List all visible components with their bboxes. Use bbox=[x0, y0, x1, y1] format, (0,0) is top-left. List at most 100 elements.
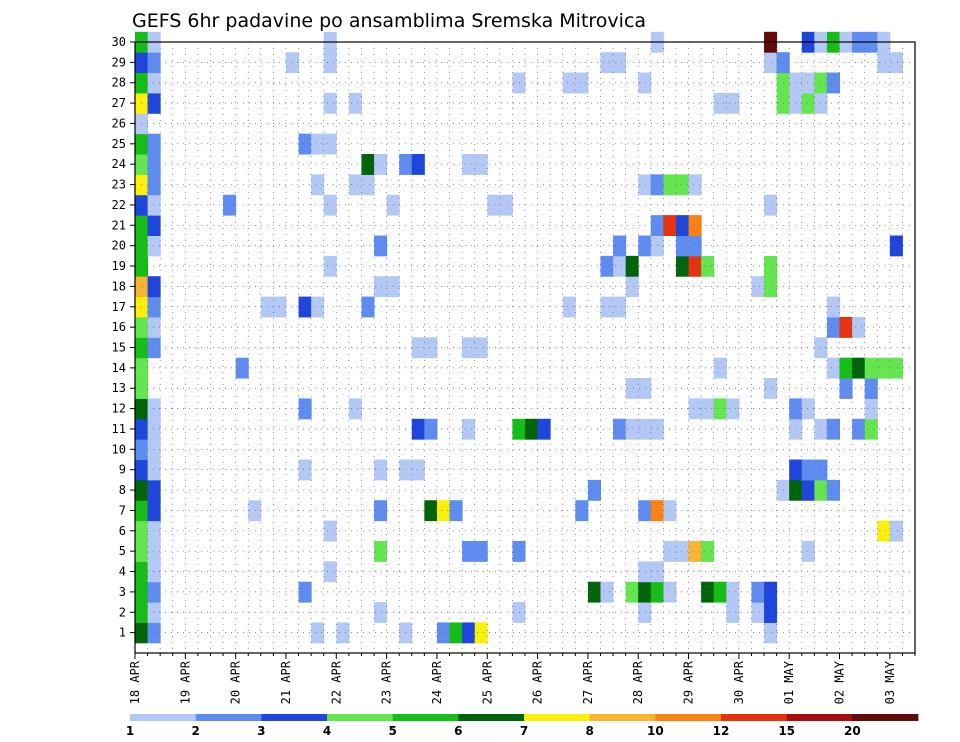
heatmap-cell bbox=[688, 235, 702, 257]
heatmap-cell bbox=[801, 72, 815, 94]
heatmap-cell bbox=[877, 357, 891, 379]
heatmap-cell bbox=[826, 357, 841, 379]
colorbar-swatch bbox=[195, 714, 262, 721]
colorbar-label: 2 bbox=[191, 724, 199, 738]
heatmap-cell bbox=[864, 378, 878, 399]
x-axis-ticks: 18 APR 19 APR 20 APR 21 APR 22 APR 23 APR 24 A… bbox=[128, 653, 916, 704]
heatmap-cell bbox=[801, 540, 815, 562]
heatmap-cell bbox=[248, 500, 262, 522]
colorbar-label: 3 bbox=[257, 724, 265, 738]
heatmap-cell bbox=[826, 479, 841, 501]
heatmap-cell bbox=[474, 337, 488, 359]
heatmap-cell bbox=[600, 581, 614, 603]
colorbar-label: 8 bbox=[585, 724, 593, 738]
heatmap-cell bbox=[889, 52, 903, 74]
heatmap-cell bbox=[600, 296, 614, 318]
y-tick-label: 2 bbox=[119, 605, 126, 619]
heatmap-cell bbox=[147, 154, 161, 175]
y-tick-label: 3 bbox=[119, 585, 126, 599]
heatmap-cell bbox=[839, 378, 853, 399]
heatmap-cell bbox=[688, 398, 702, 420]
heatmap-cell bbox=[285, 52, 300, 74]
heatmap-cell bbox=[298, 459, 312, 481]
heatmap-cell bbox=[638, 561, 652, 583]
heatmap-cell bbox=[814, 479, 828, 501]
colorbar-label: 15 bbox=[778, 724, 795, 738]
heatmap-cell bbox=[298, 296, 312, 318]
heatmap-cell bbox=[625, 255, 639, 277]
x-tick-label: 03 MAY bbox=[883, 660, 897, 704]
heatmap-cell bbox=[814, 337, 828, 359]
heatmap-cell bbox=[374, 540, 388, 562]
y-tick-label: 13 bbox=[112, 381, 126, 395]
heatmap-cell bbox=[449, 622, 463, 644]
y-tick-label: 17 bbox=[112, 300, 126, 314]
heatmap-cell bbox=[713, 92, 727, 114]
y-tick-label: 16 bbox=[112, 320, 126, 334]
heatmap-cell bbox=[613, 52, 627, 74]
heatmap-cell bbox=[764, 255, 778, 277]
colorbar-swatch bbox=[721, 714, 788, 721]
y-tick-label: 5 bbox=[119, 544, 126, 558]
x-tick-label: 18 APR bbox=[128, 660, 142, 704]
heatmap-cell bbox=[889, 235, 903, 257]
heatmap-cell bbox=[814, 92, 828, 114]
heatmap-cell bbox=[348, 398, 362, 420]
heatmap-cell bbox=[764, 276, 778, 298]
colorbar-swatch bbox=[327, 714, 394, 721]
y-tick-label: 24 bbox=[112, 157, 126, 171]
heatmap-cell bbox=[512, 602, 526, 623]
heatmap-cell bbox=[323, 133, 337, 155]
heatmap-cell bbox=[764, 602, 778, 623]
heatmap-cell bbox=[147, 276, 161, 298]
heatmap-cell bbox=[889, 357, 903, 379]
colorbar-swatch bbox=[524, 714, 591, 721]
heatmap-cell bbox=[323, 255, 337, 277]
heatmap-cell bbox=[474, 154, 488, 175]
heatmap-cell bbox=[675, 235, 690, 257]
heatmap-cell bbox=[764, 378, 778, 399]
x-tick-label: 24 APR bbox=[430, 660, 444, 704]
heatmap-cell bbox=[361, 154, 375, 175]
colorbar-label: 10 bbox=[647, 724, 664, 738]
grid-lines bbox=[135, 41, 915, 653]
y-tick-label: 12 bbox=[112, 402, 126, 416]
y-tick-label: 4 bbox=[119, 565, 126, 579]
x-tick-label: 30 APR bbox=[732, 660, 746, 704]
heatmap-cell bbox=[675, 174, 690, 196]
heatmap-cell bbox=[688, 174, 702, 196]
x-tick-label: 01 MAY bbox=[782, 660, 796, 704]
colorbar-swatch bbox=[852, 714, 919, 721]
heatmap-cell bbox=[411, 337, 425, 359]
heatmap-cell bbox=[323, 52, 337, 74]
heatmap-cell bbox=[701, 255, 715, 277]
colorbar-swatch bbox=[392, 714, 459, 721]
heatmap-cell bbox=[864, 418, 878, 440]
y-tick-label: 1 bbox=[119, 626, 126, 640]
heatmap-cell bbox=[638, 378, 652, 399]
heatmap-cell bbox=[147, 581, 161, 603]
heatmap-cell bbox=[499, 194, 513, 216]
heatmap-cell bbox=[587, 581, 601, 603]
heatmap-cell bbox=[323, 92, 337, 114]
heatmap-cell bbox=[311, 622, 325, 644]
heatmap-cell bbox=[361, 174, 375, 196]
heatmap-cell bbox=[462, 418, 476, 440]
heatmap-cell bbox=[374, 500, 388, 522]
heatmap-cell bbox=[374, 235, 388, 257]
heatmap-cell bbox=[424, 418, 438, 440]
heatmap-cell bbox=[726, 92, 740, 114]
x-tick-label: 27 APR bbox=[581, 660, 595, 704]
heatmap-cell bbox=[701, 581, 715, 603]
heatmap-cell bbox=[864, 357, 878, 379]
heatmap-cell bbox=[147, 479, 161, 501]
heatmap-cell bbox=[147, 520, 161, 542]
heatmap-cell bbox=[424, 500, 438, 522]
colorbar-swatch bbox=[458, 714, 525, 721]
heatmap-cell bbox=[374, 459, 388, 481]
heatmap-cell bbox=[801, 459, 815, 481]
y-tick-label: 11 bbox=[112, 422, 126, 436]
heatmap-cell bbox=[147, 133, 161, 155]
heatmap-cell bbox=[537, 418, 551, 440]
y-tick-label: 29 bbox=[112, 55, 126, 69]
